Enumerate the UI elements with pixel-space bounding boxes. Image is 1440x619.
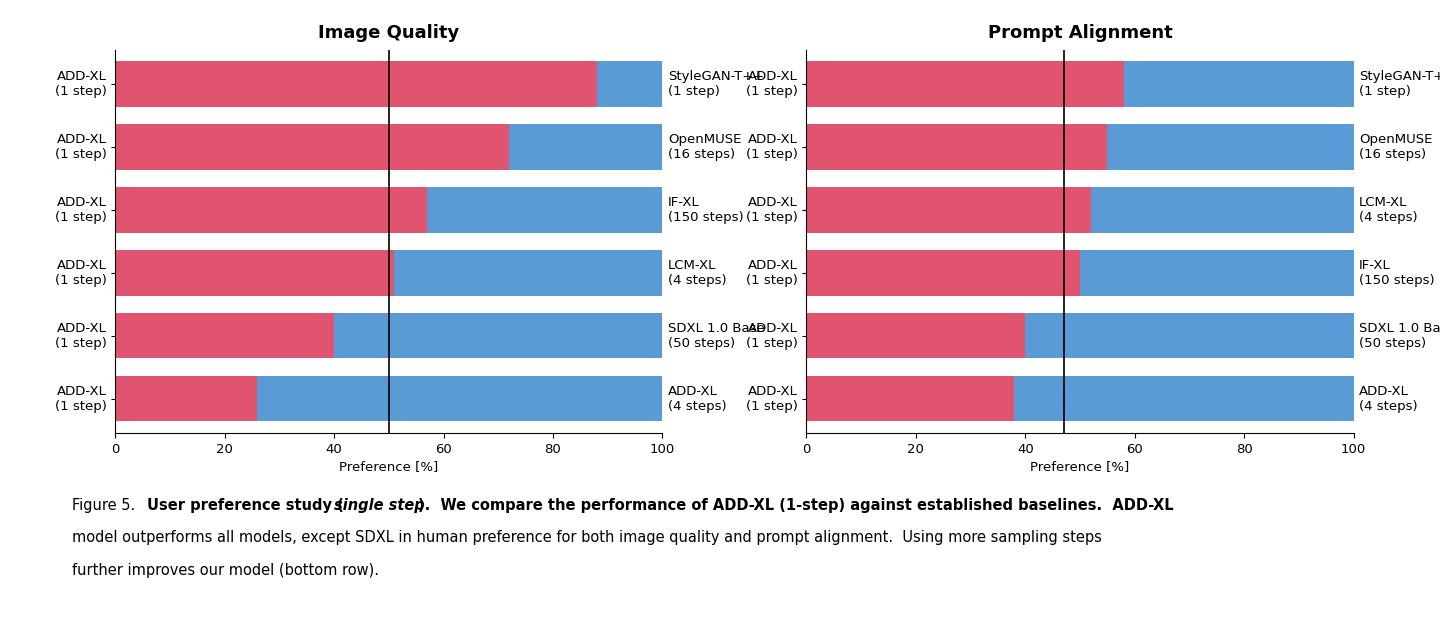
- Bar: [115, 124, 510, 170]
- Text: further improves our model (bottom row).: further improves our model (bottom row).: [72, 563, 379, 578]
- Text: single step: single step: [334, 498, 425, 513]
- Bar: [1092, 188, 1354, 233]
- Bar: [806, 124, 1107, 170]
- Bar: [806, 250, 1080, 295]
- Bar: [1014, 376, 1354, 422]
- Bar: [1080, 250, 1354, 295]
- Text: Figure 5.: Figure 5.: [72, 498, 140, 513]
- Title: Prompt Alignment: Prompt Alignment: [988, 24, 1172, 43]
- Text: model outperforms all models, except SDXL in human preference for both image qua: model outperforms all models, except SDX…: [72, 530, 1102, 545]
- Text: User preference study (: User preference study (: [147, 498, 344, 513]
- Bar: [258, 376, 662, 422]
- Bar: [596, 61, 662, 106]
- X-axis label: Preference [%]: Preference [%]: [340, 460, 438, 473]
- X-axis label: Preference [%]: Preference [%]: [1031, 460, 1129, 473]
- Bar: [510, 124, 662, 170]
- Bar: [1025, 313, 1354, 358]
- Bar: [115, 376, 258, 422]
- Text: ).  We compare the performance of ADD-XL (1-step) against established baselines.: ). We compare the performance of ADD-XL …: [418, 498, 1174, 513]
- Bar: [1107, 124, 1354, 170]
- Bar: [1123, 61, 1354, 106]
- Bar: [806, 61, 1123, 106]
- Bar: [334, 313, 662, 358]
- Bar: [806, 313, 1025, 358]
- Bar: [806, 188, 1092, 233]
- Bar: [115, 61, 596, 106]
- Bar: [395, 250, 662, 295]
- Bar: [428, 188, 662, 233]
- Bar: [115, 250, 395, 295]
- Bar: [115, 188, 428, 233]
- Title: Image Quality: Image Quality: [318, 24, 459, 43]
- Bar: [115, 313, 334, 358]
- Bar: [806, 376, 1014, 422]
